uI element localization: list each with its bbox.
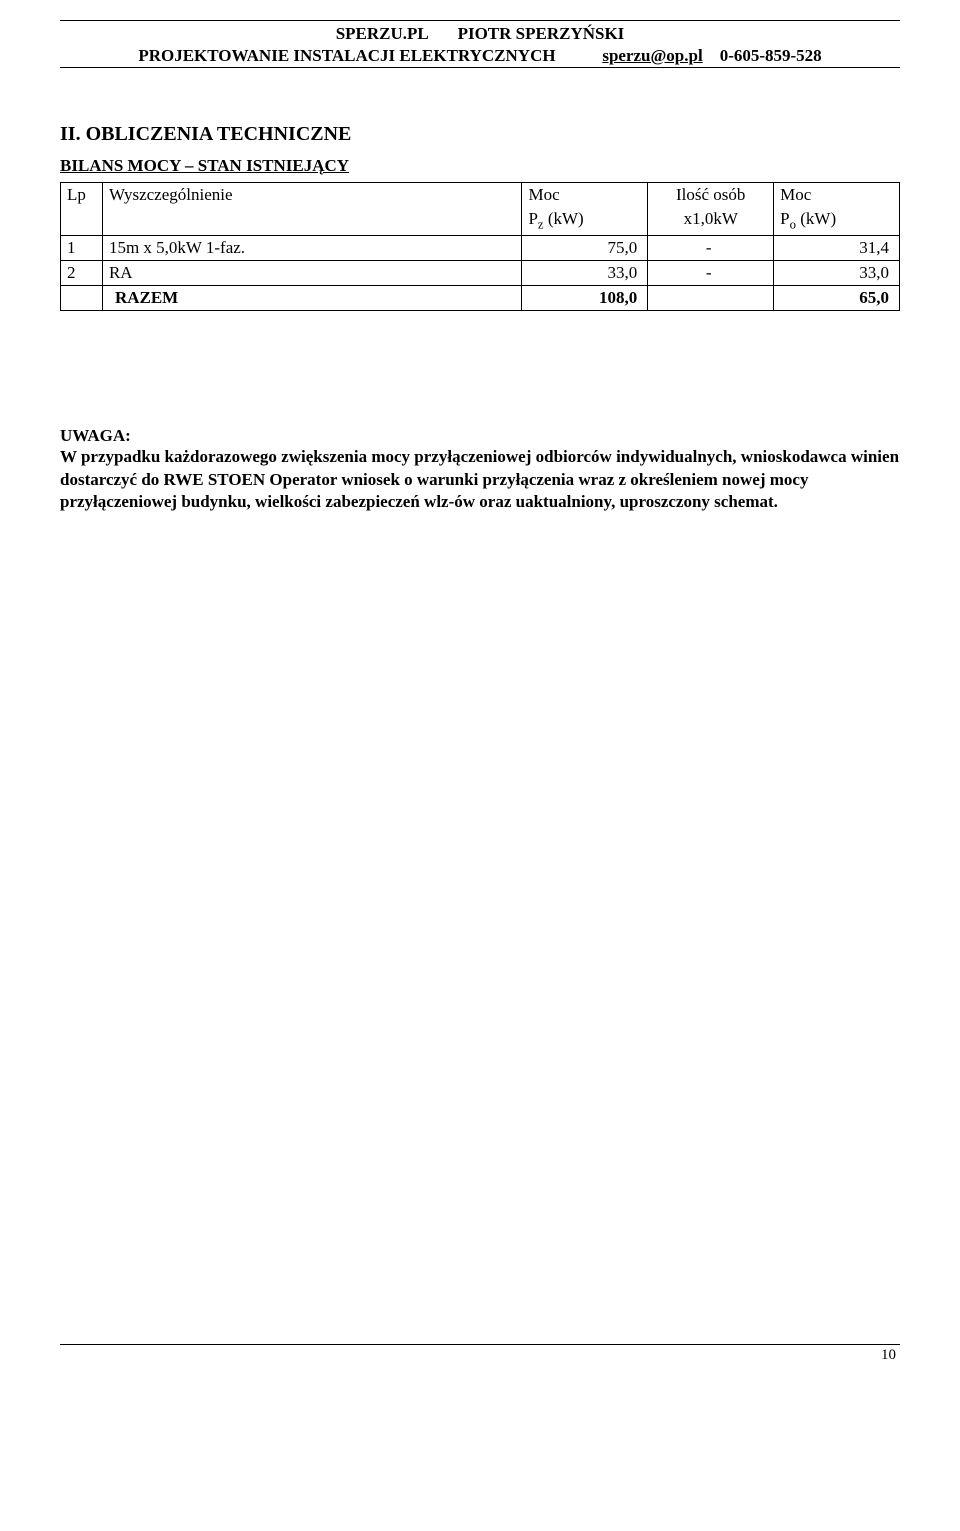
col-moc1-bot: Pz (kW) bbox=[522, 207, 648, 235]
subsection-title: BILANS MOCY – STAN ISTNIEJĄCY bbox=[60, 156, 900, 176]
header-brand: SPERZU.PL bbox=[336, 24, 428, 43]
uwaga-block: UWAGA: W przypadku każdorazowego zwiększ… bbox=[60, 426, 900, 515]
cell-lp: 1 bbox=[61, 235, 103, 260]
cell-lp: 2 bbox=[61, 260, 103, 285]
section-title: II. OBLICZENIA TECHNICZNE bbox=[60, 123, 900, 146]
col-ilosc-top: Ilość osób bbox=[648, 183, 774, 208]
header-phone: 0-605-859-528 bbox=[720, 46, 822, 65]
header-bottom-rule bbox=[60, 67, 900, 68]
table-row: 2 RA 33,0 - 33,0 bbox=[61, 260, 900, 285]
cell-pz: 75,0 bbox=[522, 235, 648, 260]
top-rule bbox=[60, 20, 900, 21]
cell-razem-pz: 108,0 bbox=[522, 285, 648, 310]
cell-lp-empty bbox=[61, 285, 103, 310]
col-ilosc-bot: x1,0kW bbox=[648, 207, 774, 235]
bilans-table: Lp Wyszczególnienie Moc Ilość osób Moc P… bbox=[60, 182, 900, 310]
cell-razem-po: 65,0 bbox=[774, 285, 900, 310]
col-moc2-top: Moc bbox=[774, 183, 900, 208]
table-header-row1: Lp Wyszczególnienie Moc Ilość osób Moc bbox=[61, 183, 900, 208]
cell-razem-label: RAZEM bbox=[102, 285, 522, 310]
header-email: sperzu@op.pl bbox=[602, 46, 702, 65]
cell-ilosc: - bbox=[648, 235, 774, 260]
header-line1: SPERZU.PL PIOTR SPERZYŃSKI bbox=[60, 23, 900, 45]
cell-razem-ilosc-empty bbox=[648, 285, 774, 310]
cell-po: 33,0 bbox=[774, 260, 900, 285]
uwaga-body: W przypadku każdorazowego zwiększenia mo… bbox=[60, 446, 900, 515]
header-author: PIOTR SPERZYŃSKI bbox=[458, 24, 625, 43]
col-name: Wyszczególnienie bbox=[102, 183, 522, 235]
cell-name: 15m x 5,0kW 1-faz. bbox=[102, 235, 522, 260]
header-subtitle: PROJEKTOWANIE INSTALACJI ELEKTRYCZNYCH bbox=[138, 46, 555, 65]
cell-ilosc: - bbox=[648, 260, 774, 285]
uwaga-label: UWAGA: bbox=[60, 426, 900, 446]
footer-area: 10 bbox=[60, 1344, 900, 1364]
col-moc1-top: Moc bbox=[522, 183, 648, 208]
header-line2: PROJEKTOWANIE INSTALACJI ELEKTRYCZNYCH s… bbox=[60, 45, 900, 67]
cell-name: RA bbox=[102, 260, 522, 285]
col-lp: Lp bbox=[61, 183, 103, 235]
document-header: SPERZU.PL PIOTR SPERZYŃSKI PROJEKTOWANIE… bbox=[60, 23, 900, 67]
page-number: 10 bbox=[60, 1347, 900, 1364]
cell-po: 31,4 bbox=[774, 235, 900, 260]
footer-rule bbox=[60, 1344, 900, 1345]
cell-pz: 33,0 bbox=[522, 260, 648, 285]
col-moc2-bot: Po (kW) bbox=[774, 207, 900, 235]
table-row: 1 15m x 5,0kW 1-faz. 75,0 - 31,4 bbox=[61, 235, 900, 260]
table-row-razem: RAZEM 108,0 65,0 bbox=[61, 285, 900, 310]
blank-space bbox=[60, 514, 900, 1344]
